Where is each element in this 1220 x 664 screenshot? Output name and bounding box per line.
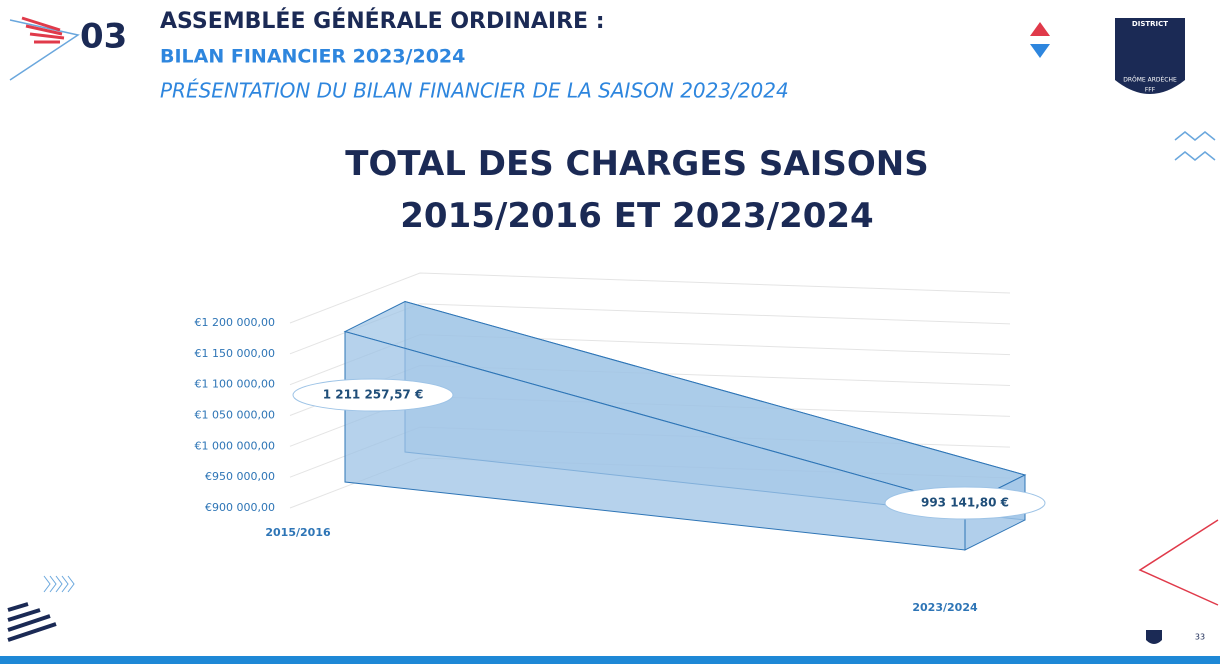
logo-org: FFF	[1145, 87, 1156, 94]
y-tick-label: €1 200 000,00	[195, 316, 275, 329]
y-tick-label: €1 050 000,00	[195, 409, 275, 422]
logo-name: DRÔME ARDÈCHE	[1123, 76, 1177, 84]
header-description: PRÉSENTATION DU BILAN FINANCIER DE LA SA…	[160, 79, 789, 103]
header-number: 03	[80, 17, 127, 57]
x-tick-label: 2015/2016	[265, 526, 331, 539]
y-tick-label: €950 000,00	[205, 470, 275, 483]
grid-line	[289, 303, 1011, 355]
chart-title: TOTAL DES CHARGES SAISONS 2015/2016 ET 2…	[345, 144, 929, 236]
value-label: 993 141,80 €	[921, 496, 1009, 510]
logo-top: DISTRICT	[1132, 20, 1168, 28]
y-tick-label: €1 150 000,00	[195, 347, 275, 360]
y-tick-label: €900 000,00	[205, 501, 275, 514]
page-number: 33	[1195, 633, 1205, 642]
value-label: 1 211 257,57 €	[323, 388, 424, 402]
y-tick-label: €1 000 000,00	[195, 439, 275, 452]
header-subtitle: BILAN FINANCIER 2023/2024	[160, 46, 465, 68]
decor	[0, 16, 1220, 664]
header-title: ASSEMBLÉE GÉNÉRALE ORDINAIRE :	[160, 8, 605, 34]
grid-line	[289, 272, 1011, 324]
value-label-bg	[292, 378, 454, 412]
x-tick-label: 2023/2024	[912, 601, 978, 614]
value-label-bg	[884, 486, 1046, 520]
y-tick-label: €1 100 000,00	[195, 378, 275, 391]
